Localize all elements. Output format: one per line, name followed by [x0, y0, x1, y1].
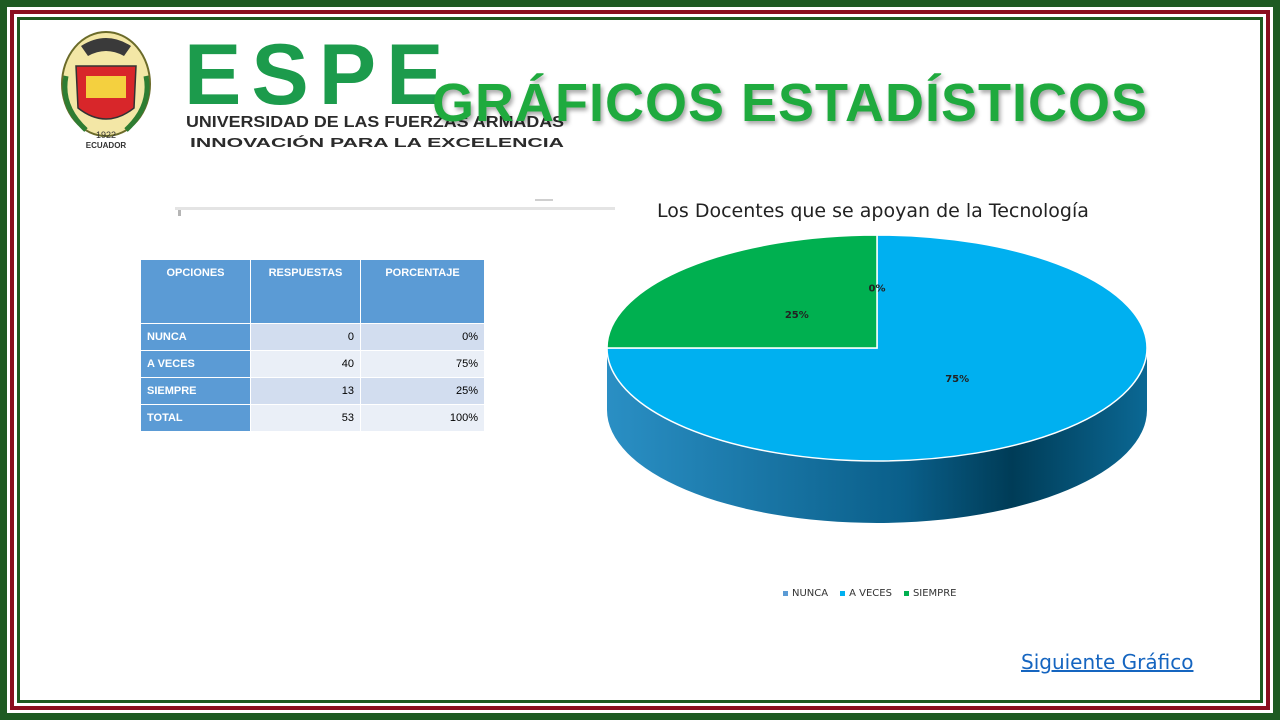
responses-cell: 53 [250, 404, 361, 432]
percent-cell: 100% [360, 404, 485, 432]
chart-legend: NUNCA A VECES SIEMPRE [783, 588, 956, 599]
pie-side-wall [607, 348, 1147, 523]
header-cell: RESPUESTAS [250, 259, 361, 324]
responses-table: OPCIONES RESPUESTAS PORCENTAJE NUNCA 0 0… [140, 259, 485, 432]
pie-slice-a-veces-label: 75% [945, 374, 969, 385]
inner-frame [17, 17, 1263, 703]
legend-swatch [840, 591, 846, 596]
table-row: SIEMPRE 13 25% [140, 377, 485, 405]
legend-label: NUNCA [792, 588, 829, 599]
svg-text:UNIVERSIDAD DE LAS FUERZAS ARM: UNIVERSIDAD DE LAS FUERZAS ARMADAS [186, 114, 564, 131]
pie-slice-siempre [606, 235, 878, 349]
pie-slice-siempre-label: 25% [785, 310, 809, 321]
percent-cell: 25% [360, 377, 485, 405]
percent-cell: 0% [360, 323, 485, 351]
legend-swatch [783, 591, 788, 596]
next-chart-link[interactable]: Siguiente Gráfico [1021, 650, 1194, 674]
pie-chart: 0% 75% 25% [606, 235, 1148, 523]
legend-item: NUNCA [783, 588, 828, 599]
pie-slice-nunca-label: 0% [869, 284, 886, 295]
table-header-row: OPCIONES RESPUESTAS PORCENTAJE [140, 259, 485, 324]
legend-label: SIEMPRE [912, 588, 957, 599]
table-row: A VECES 40 75% [140, 350, 485, 378]
option-cell: A VECES [140, 350, 251, 378]
table-row: NUNCA 0 0% [140, 323, 485, 351]
page-title: GRÁFICOS ESTADÍSTICOS [432, 73, 1149, 133]
legend-swatch [903, 591, 909, 596]
header-cell: PORCENTAJE [360, 259, 485, 324]
chart-title: Los Docentes que se apoyan de la Tecnolo… [657, 200, 1089, 222]
responses-cell: 40 [250, 350, 361, 378]
responses-cell: 13 [250, 377, 361, 405]
coat-of-arms-icon [61, 31, 151, 137]
option-cell: NUNCA [140, 323, 251, 351]
table-row: TOTAL 53 100% [140, 404, 485, 432]
legend-label: A VECES [849, 588, 892, 599]
svg-text:ECUADOR: ECUADOR [86, 141, 127, 150]
faded-subtitle-decoration [175, 199, 615, 216]
svg-text:1922: 1922 [96, 130, 116, 140]
legend-item: A VECES [840, 588, 892, 599]
option-cell: SIEMPRE [140, 377, 251, 405]
middle-frame [10, 10, 1270, 710]
legend-item: SIEMPRE [903, 588, 957, 599]
svg-text:ESPE: ESPE [184, 27, 453, 123]
responses-cell: 0 [250, 323, 361, 351]
option-cell: TOTAL [140, 404, 251, 432]
svg-text:INNOVACIÓN PARA LA EXCELENCIA: INNOVACIÓN PARA LA EXCELENCIA [190, 135, 565, 150]
header-cell: OPCIONES [140, 259, 251, 324]
percent-cell: 75% [360, 350, 485, 378]
espe-logo: 1922 ECUADOR ESPE UNIVERSIDAD DE LAS FUE… [61, 27, 565, 150]
